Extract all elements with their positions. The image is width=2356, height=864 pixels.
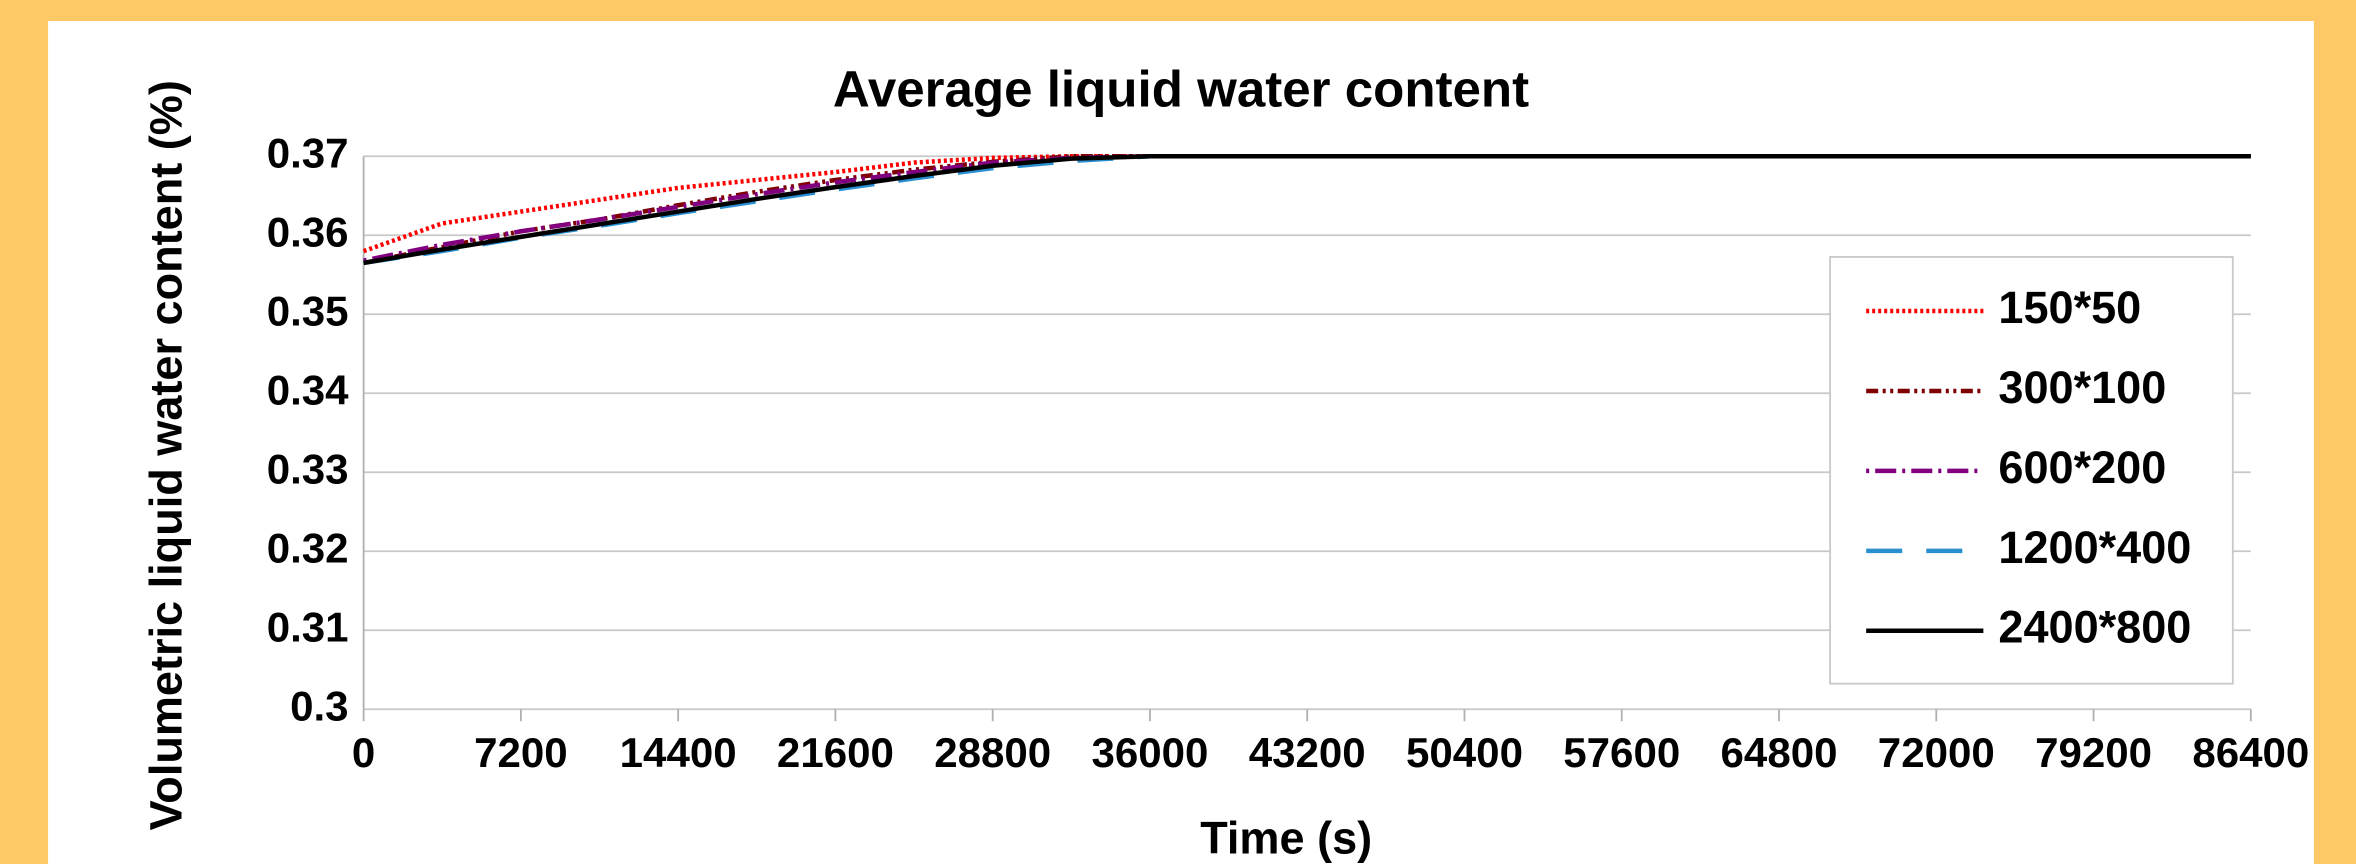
y-tick-label: 0.32 (267, 524, 349, 571)
y-tick-label: 0.3 (290, 682, 348, 729)
x-tick-label: 72000 (1878, 729, 1995, 776)
legend-label: 2400*800 (1998, 602, 2191, 653)
y-tick-label: 0.34 (267, 366, 349, 413)
y-tick-label: 0.35 (267, 287, 349, 334)
legend-label: 600*200 (1998, 442, 2166, 493)
legend-label: 150*50 (1998, 282, 2141, 333)
legend-box (1829, 256, 2234, 685)
y-axis-label: Volumetric liquid water content (%) (141, 80, 192, 830)
x-tick-label: 57600 (1563, 729, 1680, 776)
x-tick-label: 43200 (1249, 729, 1366, 776)
y-tick-label: 0.36 (267, 208, 349, 255)
y-tick-label: 0.31 (267, 603, 349, 650)
chart-title: Average liquid water content (833, 61, 1529, 118)
legend-label: 300*100 (1998, 362, 2166, 413)
x-tick-label: 50400 (1406, 729, 1523, 776)
series-line (363, 154, 2251, 266)
x-tick-label: 86400 (2192, 729, 2309, 776)
x-tick-label: 28800 (934, 729, 1051, 776)
x-tick-label: 14400 (620, 729, 737, 776)
x-tick-label: 21600 (777, 729, 894, 776)
y-tick-label: 0.37 (267, 129, 349, 176)
y-tick-label: 0.33 (267, 445, 349, 492)
x-tick-label: 7200 (474, 729, 568, 776)
series-line (363, 154, 2251, 263)
x-tick-label: 64800 (1721, 729, 1838, 776)
x-tick-label: 0 (352, 729, 375, 776)
x-tick-label: 79200 (2035, 729, 2152, 776)
x-axis-label: Time (s) (1200, 812, 1372, 863)
legend-label: 1200*400 (1998, 522, 2191, 573)
x-tick-label: 36000 (1091, 729, 1208, 776)
